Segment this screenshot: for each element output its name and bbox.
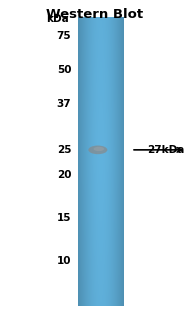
Text: Western Blot: Western Blot — [46, 8, 144, 21]
Text: 37: 37 — [57, 99, 71, 108]
Text: 50: 50 — [57, 65, 71, 74]
Text: 27kDa: 27kDa — [147, 145, 184, 155]
Text: 25: 25 — [57, 145, 71, 155]
Text: 75: 75 — [57, 31, 71, 40]
Text: 10: 10 — [57, 256, 71, 266]
Text: 15: 15 — [57, 213, 71, 223]
Text: kDa: kDa — [47, 14, 69, 24]
Ellipse shape — [93, 147, 104, 151]
Text: 20: 20 — [57, 170, 71, 180]
Ellipse shape — [88, 146, 107, 154]
